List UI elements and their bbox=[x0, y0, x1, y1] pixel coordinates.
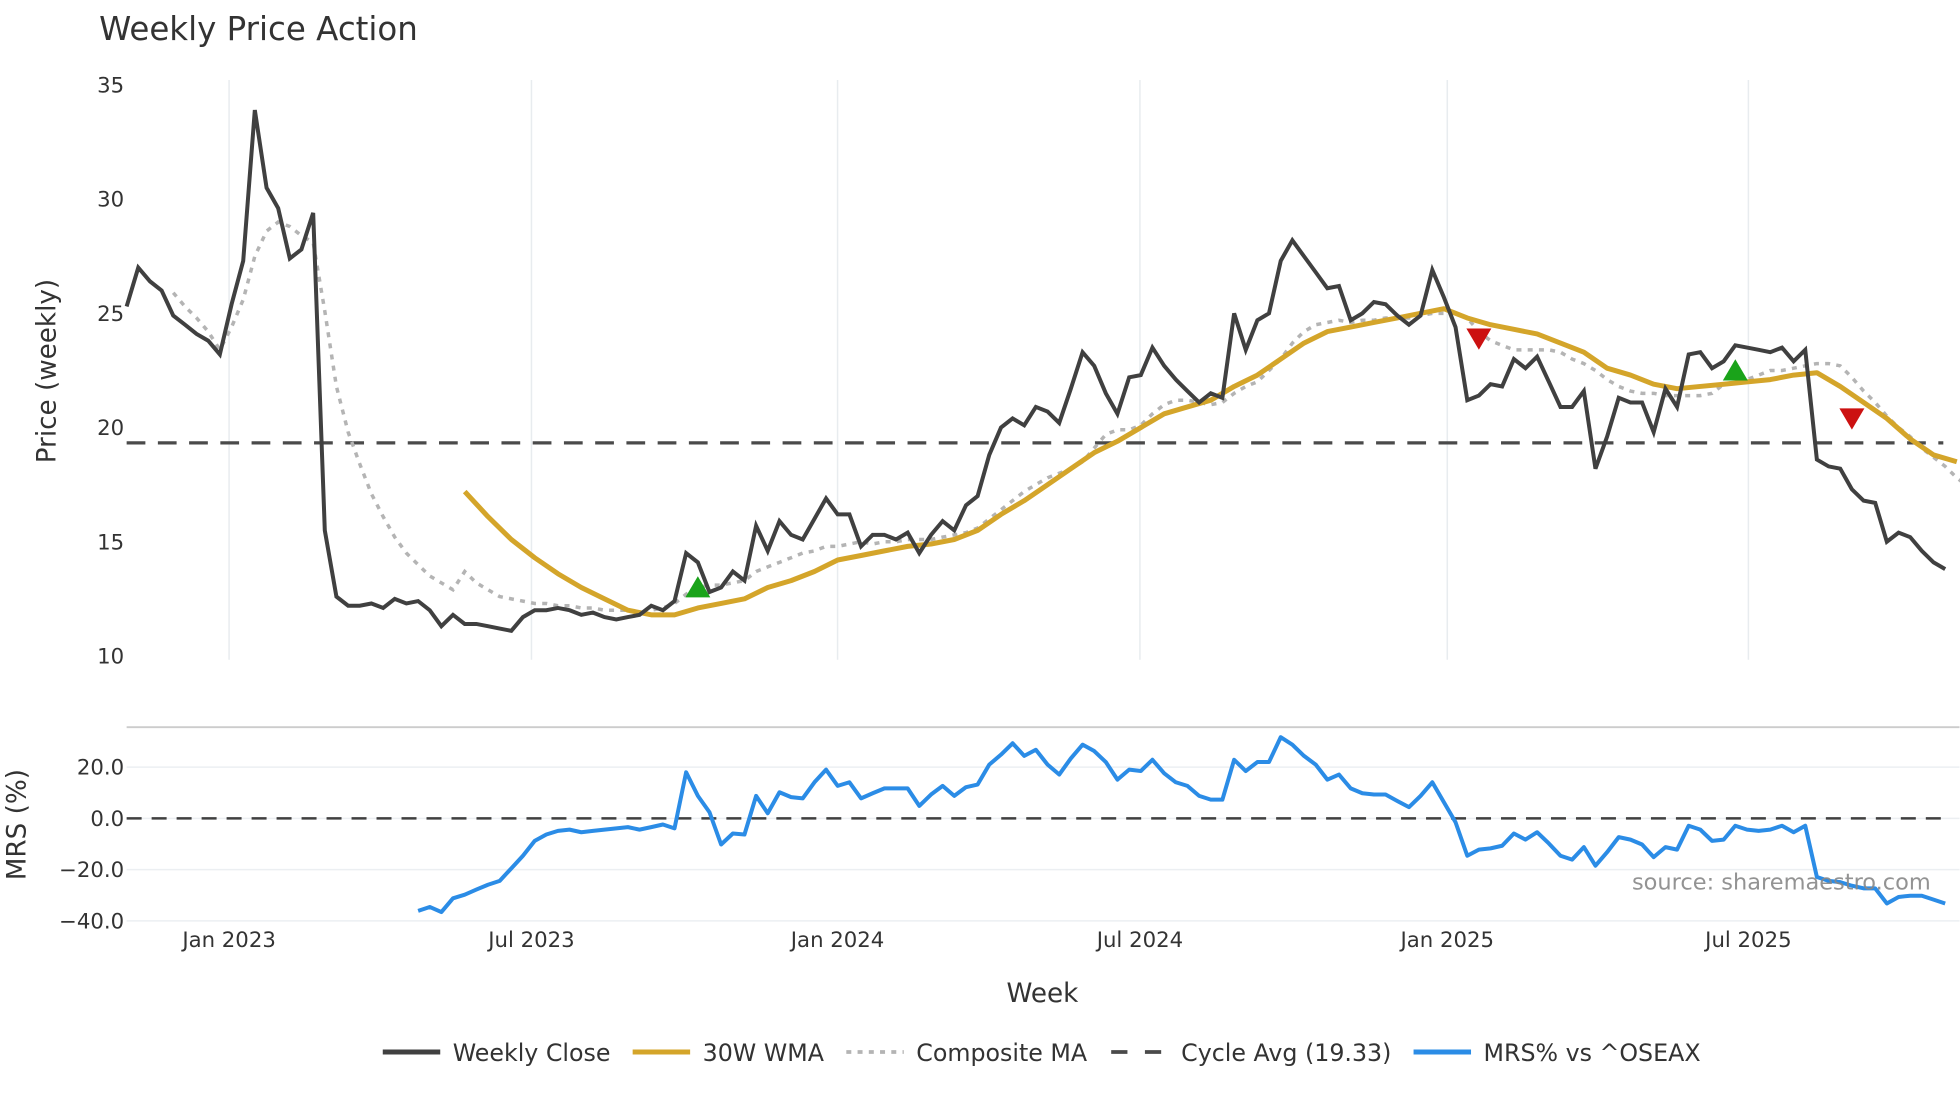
legend-label: 30W WMA bbox=[703, 1039, 825, 1067]
y-tick-label: 30 bbox=[97, 188, 124, 213]
sell-signal-triangle-down-icon bbox=[1466, 328, 1492, 350]
y-tick-label: 35 bbox=[97, 73, 124, 98]
y-tick-label: 25 bbox=[97, 302, 124, 327]
y-tick-label: 10 bbox=[97, 644, 124, 669]
weekly-close-line bbox=[124, 109, 1947, 634]
y-tick-label: 20 bbox=[97, 416, 124, 441]
legend-item-mrs[interactable]: MRS% vs ^OSEAX bbox=[1413, 1039, 1701, 1067]
legend-label: Cycle Avg (19.33) bbox=[1181, 1039, 1391, 1067]
signal-markers bbox=[685, 328, 1865, 598]
x-axis-label: Week bbox=[1007, 979, 1080, 1009]
x-tick-label: Jan 2025 bbox=[1399, 928, 1495, 953]
x-tick-label: Jul 2023 bbox=[486, 928, 574, 953]
y-tick-label: 15 bbox=[97, 530, 124, 555]
wma-30w-line bbox=[462, 306, 1958, 618]
x-tick-label: Jan 2024 bbox=[789, 928, 885, 953]
price-y-axis-label: Price (weekly) bbox=[32, 279, 62, 463]
price-panel: 35 30 25 20 15 10 Price (weekly) bbox=[32, 73, 1960, 669]
composite-ma-line bbox=[171, 220, 1960, 615]
mrs-y-axis-label: MRS (%) bbox=[2, 769, 32, 880]
price-y-axis-ticks: 35 30 25 20 15 10 bbox=[97, 73, 124, 669]
legend-item-wma[interactable]: 30W WMA bbox=[632, 1039, 825, 1067]
sell-signal-triangle-down-icon bbox=[1839, 408, 1865, 430]
legend-label: MRS% vs ^OSEAX bbox=[1484, 1039, 1701, 1067]
legend-label: Weekly Close bbox=[453, 1039, 611, 1067]
x-axis-ticks: Jan 2023 Jul 2023 Jan 2024 Jul 2024 Jan 2025… bbox=[180, 928, 1791, 953]
buy-signal-triangle-up-icon bbox=[1722, 359, 1748, 381]
mrs-y-axis-ticks: 20.0 0.0 −20.0 −40.0 bbox=[59, 756, 124, 935]
buy-signal-triangle-up-icon bbox=[685, 576, 711, 598]
legend-label: Composite MA bbox=[916, 1039, 1088, 1067]
chart-title: Weekly Price Action bbox=[99, 10, 418, 48]
x-tick-label: Jan 2023 bbox=[180, 928, 276, 953]
y-tick-label: −20.0 bbox=[59, 858, 124, 883]
x-tick-label: Jul 2024 bbox=[1095, 928, 1183, 953]
y-tick-label: −40.0 bbox=[59, 909, 124, 934]
mrs-horizontal-grid bbox=[126, 766, 1960, 922]
y-tick-label: 0.0 bbox=[90, 807, 124, 832]
x-tick-label: Jul 2025 bbox=[1703, 928, 1791, 953]
y-tick-label: 20.0 bbox=[77, 756, 124, 781]
legend-item-cycle-avg[interactable]: Cycle Avg (19.33) bbox=[1111, 1039, 1391, 1067]
legend: Weekly Close 30W WMA Composite MA Cycle … bbox=[382, 1039, 1701, 1067]
mrs-line bbox=[417, 735, 1946, 915]
legend-item-composite[interactable]: Composite MA bbox=[846, 1039, 1088, 1067]
legend-item-weekly-close[interactable]: Weekly Close bbox=[382, 1039, 611, 1067]
mrs-panel: 20.0 0.0 −20.0 −40.0 MRS (%) source: sharem… bbox=[2, 735, 1960, 935]
price-vertical-grid bbox=[228, 79, 1750, 660]
source-annotation: source: sharemaestro.com bbox=[1632, 870, 1931, 896]
